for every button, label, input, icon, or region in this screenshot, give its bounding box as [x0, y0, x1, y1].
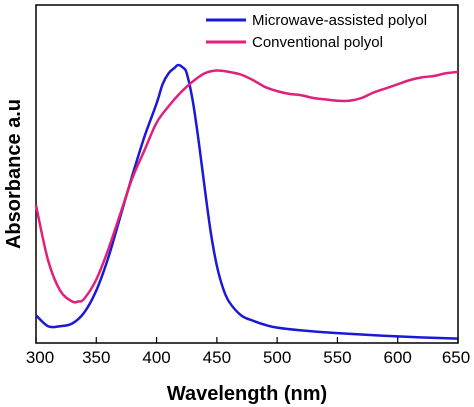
legend-label-microwave: Microwave-assisted polyol [252, 12, 427, 29]
x-tick-label-600: 600 [384, 348, 412, 367]
x-tick-label-500: 500 [263, 348, 291, 367]
x-tick-label-400: 400 [142, 348, 170, 367]
x-tick-label-350: 350 [82, 348, 110, 367]
x-tick-label-550: 550 [323, 348, 351, 367]
x-tick-label-300: 300 [26, 348, 54, 367]
x-tick-label-450: 450 [203, 348, 231, 367]
x-axis-title: Wavelength (nm) [167, 383, 327, 405]
legend: Microwave-assisted polyol Conventional p… [206, 12, 427, 51]
plot-frame [35, 4, 459, 344]
y-axis-title: Absorbance a.u [3, 99, 25, 249]
plot-area: 300 350 400 450 500 550 600 650 [26, 4, 470, 367]
series-line-microwave [35, 63, 459, 340]
x-axis-ticks: 300 350 400 450 500 550 600 650 [26, 337, 470, 367]
series-layer [34, 63, 459, 340]
series-line-conventional [34, 69, 459, 304]
x-tick-label-650: 650 [442, 348, 470, 367]
legend-label-conventional: Conventional polyol [252, 34, 383, 51]
